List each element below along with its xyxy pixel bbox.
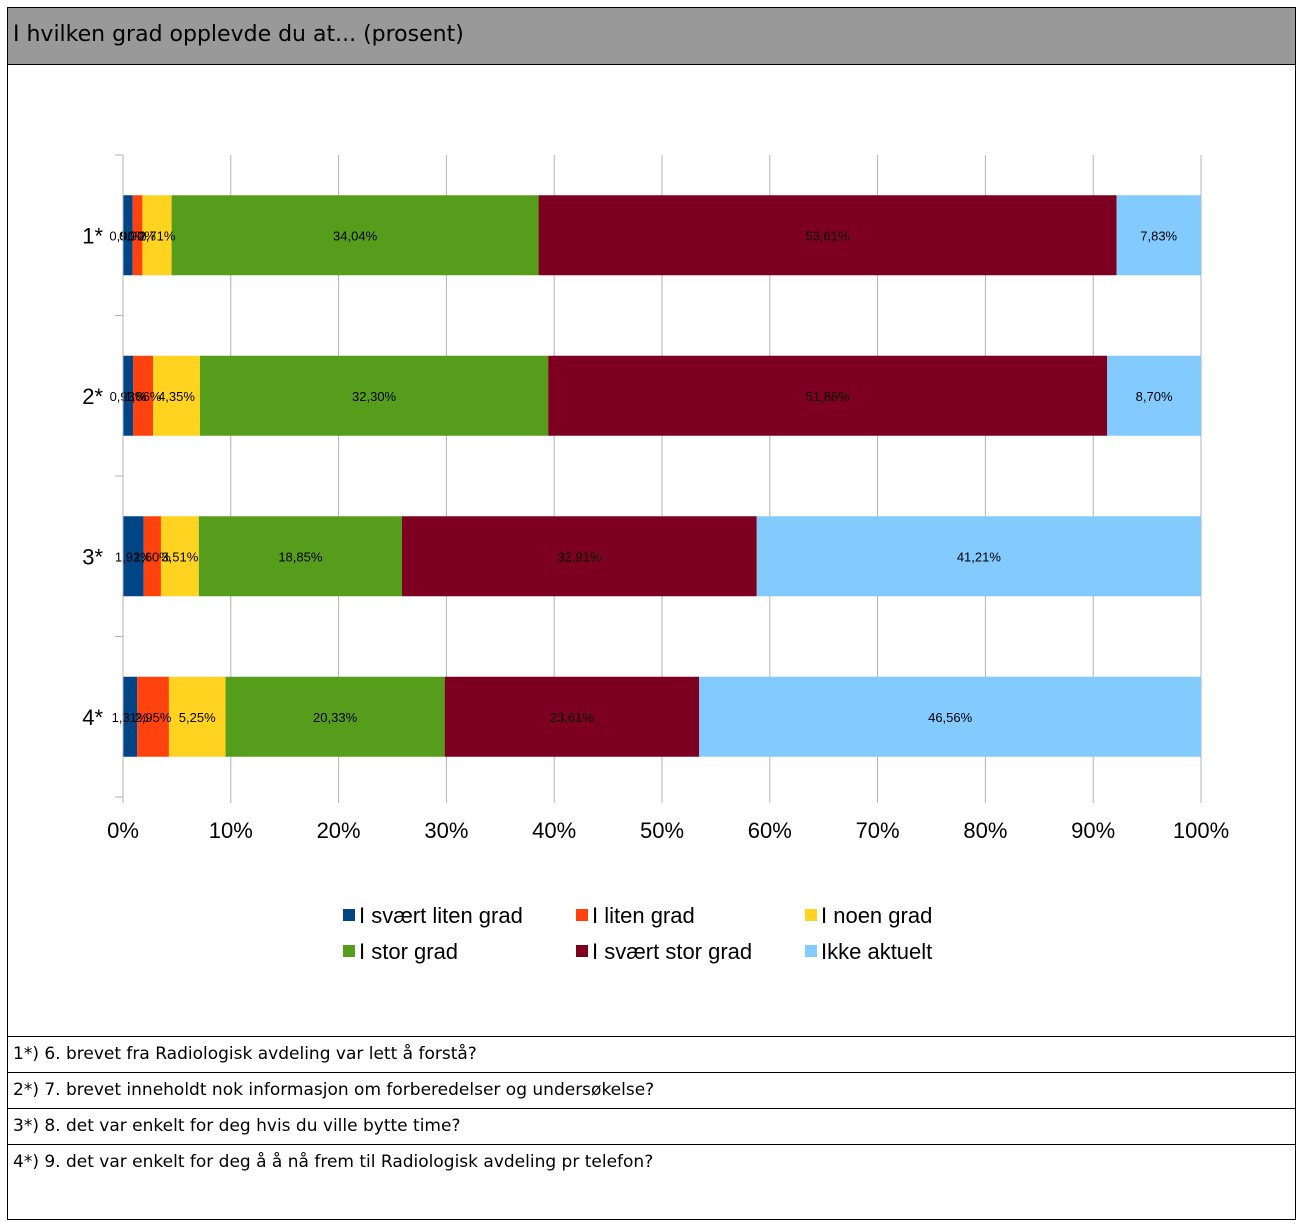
legend-item: I stor grad: [343, 939, 458, 964]
bar-segment: [132, 195, 143, 276]
data-label: 7,83%: [1140, 228, 1177, 243]
bar-segment: [171, 195, 539, 276]
bar-segment: [225, 676, 445, 757]
data-label: 18,85%: [278, 549, 323, 564]
bar-segment: [756, 516, 1201, 597]
x-tick-label: 30%: [424, 818, 468, 843]
y-category-label: 3*: [82, 544, 103, 569]
data-label: 41,21%: [957, 549, 1002, 564]
bar-segment: [198, 516, 402, 597]
legend-label: Ikke aktuelt: [821, 939, 932, 964]
question-note-2: 2*) 7. brevet inneholdt nok informasjon …: [8, 1072, 1295, 1108]
legend-item: Ikke aktuelt: [805, 939, 932, 964]
legend-label: I svært liten grad: [359, 903, 523, 928]
data-label: 3,51%: [161, 549, 198, 564]
y-category-label: 4*: [82, 705, 103, 730]
y-category-label: 1*: [82, 223, 103, 248]
y-category-label: 2*: [82, 384, 103, 409]
legend-swatch: [805, 945, 817, 957]
x-tick-label: 90%: [1071, 818, 1115, 843]
bar-segment: [142, 195, 172, 276]
bar-segment: [153, 355, 200, 436]
data-label: 0,90%: [119, 228, 156, 243]
data-label: 0,93%: [110, 389, 147, 404]
chart-panel: I hvilken grad opplevde du at... (prosen…: [7, 7, 1296, 1220]
legend-item: I svært liten grad: [343, 903, 523, 928]
legend-item: I noen grad: [805, 903, 932, 928]
data-label: 4,35%: [158, 389, 195, 404]
bar-segment: [123, 355, 134, 436]
data-label: 32,91%: [557, 549, 602, 564]
bar-segment: [1107, 355, 1201, 436]
bar-segment: [133, 355, 154, 436]
bar-segment: [123, 195, 133, 276]
x-tick-label: 10%: [209, 818, 253, 843]
bar-segment: [168, 676, 226, 757]
legend-swatch: [576, 945, 588, 957]
data-label: 20,33%: [313, 710, 358, 725]
question-note-text: 2*) 7. brevet inneholdt nok informasjon …: [13, 1080, 655, 1100]
bar-segment: [160, 516, 199, 597]
bar-segment: [137, 676, 169, 757]
stacked-bar-chart: 0,90%0,90%2,71% 34,04% 53,61% 7,83% 0,93%1,8…: [82, 154, 1229, 964]
question-note-text: 1*) 6. brevet fra Radiologisk avdeling v…: [13, 1044, 477, 1064]
x-tick-label: 70%: [856, 818, 900, 843]
data-label: 23,61%: [550, 710, 595, 725]
data-label: 46,56%: [928, 710, 973, 725]
legend-swatch: [805, 909, 817, 921]
data-label: 1,31%: [112, 710, 149, 725]
panel-title: I hvilken grad opplevde du at... (prosen…: [13, 22, 464, 47]
legend-swatch: [343, 909, 355, 921]
legend-label: I svært stor grad: [592, 939, 752, 964]
x-tick-label: 80%: [963, 818, 1007, 843]
question-note-text: 4*) 9. det var enkelt for deg å å nå fre…: [13, 1152, 654, 1172]
legend-item: I liten grad: [576, 903, 695, 928]
bar-segment: [199, 355, 549, 436]
legend-label: I stor grad: [359, 939, 458, 964]
data-label: 53,61%: [805, 228, 850, 243]
x-tick-label: 0%: [107, 818, 139, 843]
data-label: 1,92%: [115, 549, 152, 564]
x-tick-label: 50%: [640, 818, 684, 843]
bar-segment: [401, 516, 757, 597]
data-label: 2,71%: [139, 228, 176, 243]
legend-item: I svært stor grad: [576, 939, 752, 964]
bar-segment: [548, 355, 1108, 436]
question-note-text: 3*) 8. det var enkelt for deg hvis du vi…: [13, 1116, 461, 1136]
legend-label: I noen grad: [821, 903, 932, 928]
x-tick-label: 40%: [532, 818, 576, 843]
x-tick-label: 20%: [317, 818, 361, 843]
x-tick-label: 100%: [1173, 818, 1229, 843]
data-label: 0,90%: [109, 228, 146, 243]
bar-segment: [1116, 195, 1201, 276]
legend-label: I liten grad: [592, 903, 695, 928]
panel-header: I hvilken grad opplevde du at... (prosen…: [8, 8, 1295, 65]
data-label: 8,70%: [1136, 389, 1173, 404]
question-note-3: 3*) 8. det var enkelt for deg hvis du vi…: [8, 1108, 1295, 1144]
bar-segment: [444, 676, 700, 757]
data-label: 51,86%: [806, 389, 851, 404]
bar-segment: [143, 516, 161, 597]
data-label: 1,60%: [134, 549, 171, 564]
bar-segment: [123, 516, 144, 597]
data-label: 2,95%: [135, 710, 172, 725]
bar-segment: [538, 195, 1117, 276]
x-tick-label: 60%: [748, 818, 792, 843]
legend-swatch: [576, 909, 588, 921]
bar-segment: [123, 676, 138, 757]
legend-swatch: [343, 945, 355, 957]
question-note-4: 4*) 9. det var enkelt for deg å å nå fre…: [8, 1144, 1295, 1180]
data-label: 34,04%: [333, 228, 378, 243]
data-label: 32,30%: [352, 389, 397, 404]
question-note-1: 1*) 6. brevet fra Radiologisk avdeling v…: [8, 1036, 1295, 1072]
bar-segment: [699, 676, 1202, 757]
data-label: 1,86%: [125, 389, 162, 404]
data-label: 5,25%: [179, 710, 216, 725]
